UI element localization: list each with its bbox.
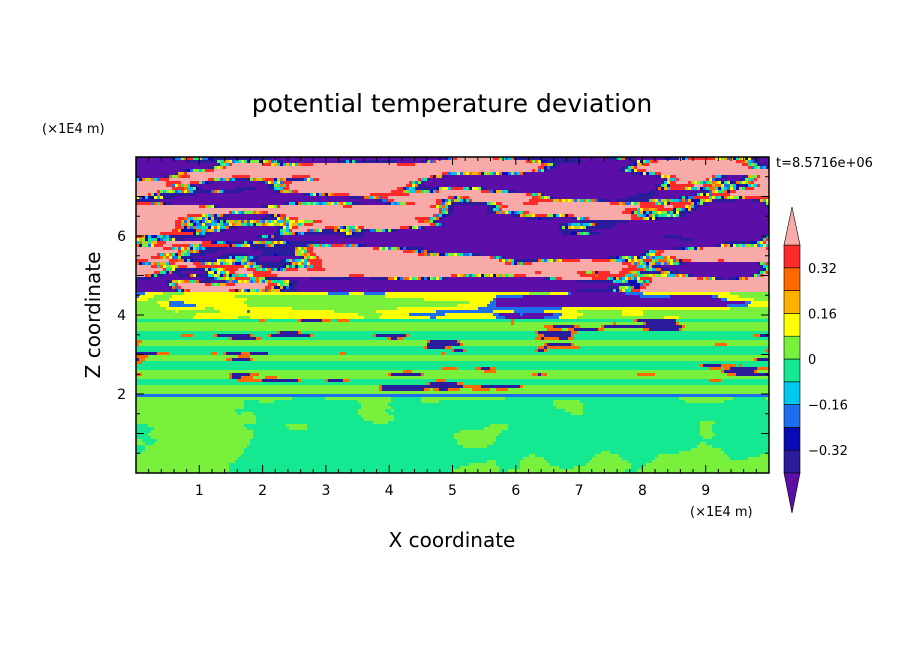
x-tick-label: 8 [638,483,647,499]
colorbar-label: 0.16 [808,307,837,322]
x-tick-label: 7 [575,483,584,499]
colorbar-extend-top [784,207,800,245]
x-tick-label: 5 [448,483,457,499]
colorbar-segment [784,405,800,428]
x-tick-label: 4 [385,483,394,499]
colorbar-segment [784,291,800,314]
x-tick-label: 2 [258,483,267,499]
y-axis-title: Z coordinate [81,252,105,379]
y-unit-label: (×1E4 m) [42,122,105,137]
colorbar-segment [784,268,800,291]
y-tick-label: 2 [117,387,126,403]
colorbar: 0.32 0.16 0 −0.16 −0.32 [784,207,848,513]
colorbar-label: −0.32 [808,444,848,459]
x-unit-label: (×1E4 m) [690,505,753,520]
y-tick-label: 6 [117,229,126,245]
colorbar-segment [784,450,800,473]
colorbar-segment [784,313,800,336]
colorbar-segment [784,427,800,450]
colorbar-segment [784,245,800,268]
x-tick-label: 1 [195,483,204,499]
heatmap-field [136,157,770,476]
chart-title: potential temperature deviation [252,89,652,118]
colorbar-segment [784,359,800,382]
x-tick-label: 9 [701,483,710,499]
colorbar-segment [784,336,800,359]
colorbar-segment [784,382,800,405]
x-axis-title: X coordinate [389,528,516,552]
colorbar-extend-bottom [784,473,800,513]
y-tick-label: 4 [117,308,126,324]
colorbar-label: −0.16 [808,399,848,414]
time-label: t=8.5716e+06 [776,156,873,171]
colorbar-label: 0 [808,353,816,368]
x-tick-label: 6 [511,483,520,499]
colorbar-label: 0.32 [808,262,837,277]
x-tick-label: 3 [321,483,330,499]
